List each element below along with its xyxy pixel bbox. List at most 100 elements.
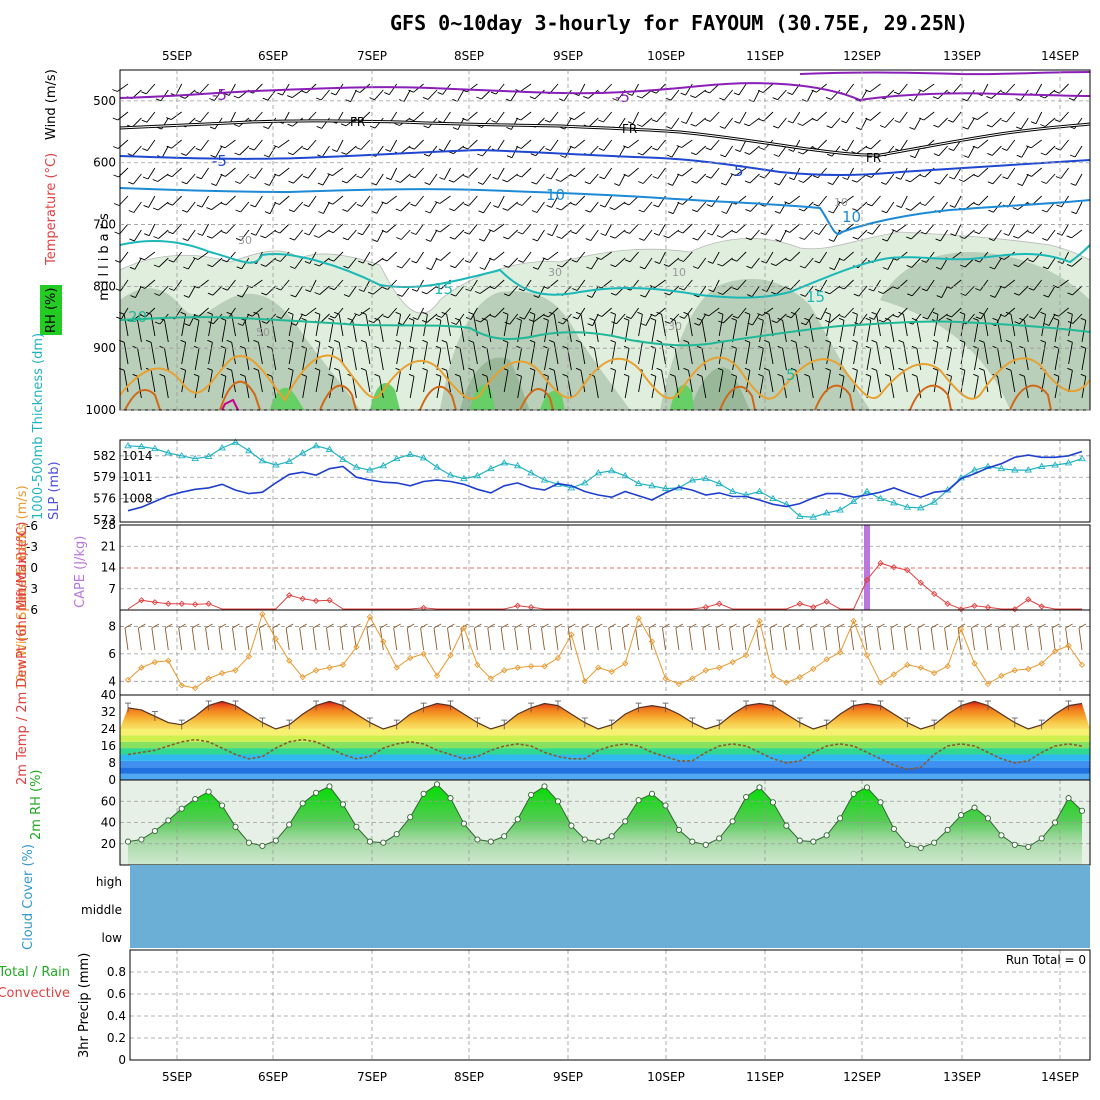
- surface-barb-flag: [1051, 623, 1060, 629]
- wind-barb: [765, 251, 774, 264]
- wind-barb-flag: [587, 323, 593, 327]
- wind-barb: [335, 83, 344, 96]
- wind-barb-flag: [1016, 126, 1022, 130]
- wind-barb-flag: [207, 339, 213, 343]
- wind-barb-flag: [220, 373, 227, 377]
- wind-barb: [1061, 223, 1069, 236]
- wind-barb: [641, 89, 653, 99]
- wind-barb-flag: [610, 311, 616, 315]
- wind-barb: [241, 285, 250, 298]
- wind-barb-flag: [532, 238, 538, 242]
- wind-barb: [789, 251, 801, 262]
- slp-tick: 1014: [122, 449, 153, 463]
- wind-barb: [414, 167, 424, 179]
- contour-label: 10: [672, 266, 686, 279]
- wind-barb: [473, 370, 478, 393]
- wind-barb-flag: [973, 174, 979, 178]
- wind-barb-flag: [610, 367, 616, 371]
- wind-barb-flag: [878, 291, 884, 294]
- wind-barb: [732, 348, 737, 371]
- wind-speed-point: [648, 638, 656, 645]
- wind-barb-flag: [667, 182, 673, 186]
- wind-barb-flag: [893, 91, 900, 95]
- wind-barb-flag: [1054, 119, 1061, 123]
- wind-barb: [764, 167, 774, 179]
- wind-barb: [681, 167, 693, 177]
- rh-legend-swatch: [40, 285, 62, 335]
- slp-point: [567, 484, 576, 491]
- wind-barb-flag: [1002, 176, 1008, 180]
- surface-barb-flag: [689, 623, 697, 629]
- wind-barb: [294, 229, 304, 241]
- wind-barb: [279, 223, 290, 234]
- wind-barb-flag: [207, 311, 213, 315]
- slp-point: [796, 512, 804, 519]
- wind-barb-flag: [1071, 211, 1077, 215]
- surface-barb-flag: [514, 623, 522, 629]
- wind-barb: [440, 251, 451, 261]
- wind-barb-flag: [852, 367, 858, 371]
- surface-barb: [191, 627, 196, 651]
- wind-barb-flag: [589, 345, 595, 349]
- wind-speed-point: [622, 660, 629, 667]
- wind-barb: [576, 279, 586, 291]
- pressure-tick: 600: [93, 156, 116, 170]
- wind-barb-flag: [408, 118, 415, 122]
- wind-barb-flag: [266, 345, 273, 349]
- wind-barb-flag: [570, 202, 576, 206]
- wind-barb-flag: [665, 97, 672, 101]
- slp-point: [916, 504, 925, 511]
- rh-point: [124, 838, 132, 845]
- wind-barb-flag: [545, 148, 551, 152]
- wind-barb-flag: [426, 267, 432, 271]
- surface-barb: [917, 627, 922, 651]
- surface-barb: [178, 627, 183, 651]
- slp-point: [769, 494, 777, 502]
- wind-barb: [338, 314, 344, 337]
- date-label-top: 11SEP: [746, 49, 784, 63]
- contour-label: 5: [734, 162, 744, 180]
- wind-barb: [181, 342, 187, 365]
- wind-barb-flag: [465, 288, 471, 292]
- wind-barb: [805, 313, 814, 326]
- bottom-date-axis: 5SEP 6SEP 7SEP 8SEP 9SEP 10SEP 11SEP 12SEP 13SEP…: [162, 1070, 1079, 1084]
- wind-barb-flag: [264, 211, 271, 215]
- wind-barb-flag: [372, 239, 378, 243]
- rh-tick: 40: [101, 816, 116, 830]
- wind-speed-point: [769, 672, 777, 679]
- wind-barb: [494, 307, 505, 318]
- wind-barb-flag: [454, 317, 461, 321]
- wind-barb-flag: [623, 345, 630, 349]
- wind-tick: 4: [108, 674, 116, 688]
- surface-barb: [258, 627, 263, 651]
- wind-barb: [766, 279, 774, 292]
- wind-barb: [954, 195, 962, 208]
- wind-barb-flag: [691, 209, 698, 213]
- wind-barb: [718, 342, 724, 365]
- wind-barb: [254, 195, 263, 208]
- wind-barb: [302, 376, 307, 399]
- wind-barb-flag: [195, 147, 201, 151]
- wind-barb: [244, 320, 250, 343]
- wind-barb-flag: [716, 235, 723, 238]
- wind-barb-flag: [193, 373, 200, 377]
- wind-barb: [632, 111, 640, 124]
- wind-barb-flag: [464, 231, 470, 235]
- wind-speed-point: [702, 667, 709, 674]
- wind-barb-flag: [549, 311, 555, 315]
- isotherm-30: [124, 380, 1052, 411]
- wind-barb-flag: [825, 367, 831, 371]
- wind-barb-flag: [318, 211, 324, 214]
- surface-barb-flag: [715, 623, 724, 629]
- pressure-tick: 700: [93, 218, 116, 232]
- wind-barb: [158, 229, 169, 239]
- wind-barb-flag: [973, 202, 979, 206]
- wind-barb-flag: [884, 345, 891, 349]
- wind-barb-flag: [946, 373, 952, 377]
- dewpoint-band: [120, 754, 1090, 761]
- wind-barb: [1060, 167, 1069, 179]
- wind-barb: [1059, 83, 1069, 94]
- wind-barb: [1068, 314, 1073, 337]
- surface-barb: [124, 627, 129, 651]
